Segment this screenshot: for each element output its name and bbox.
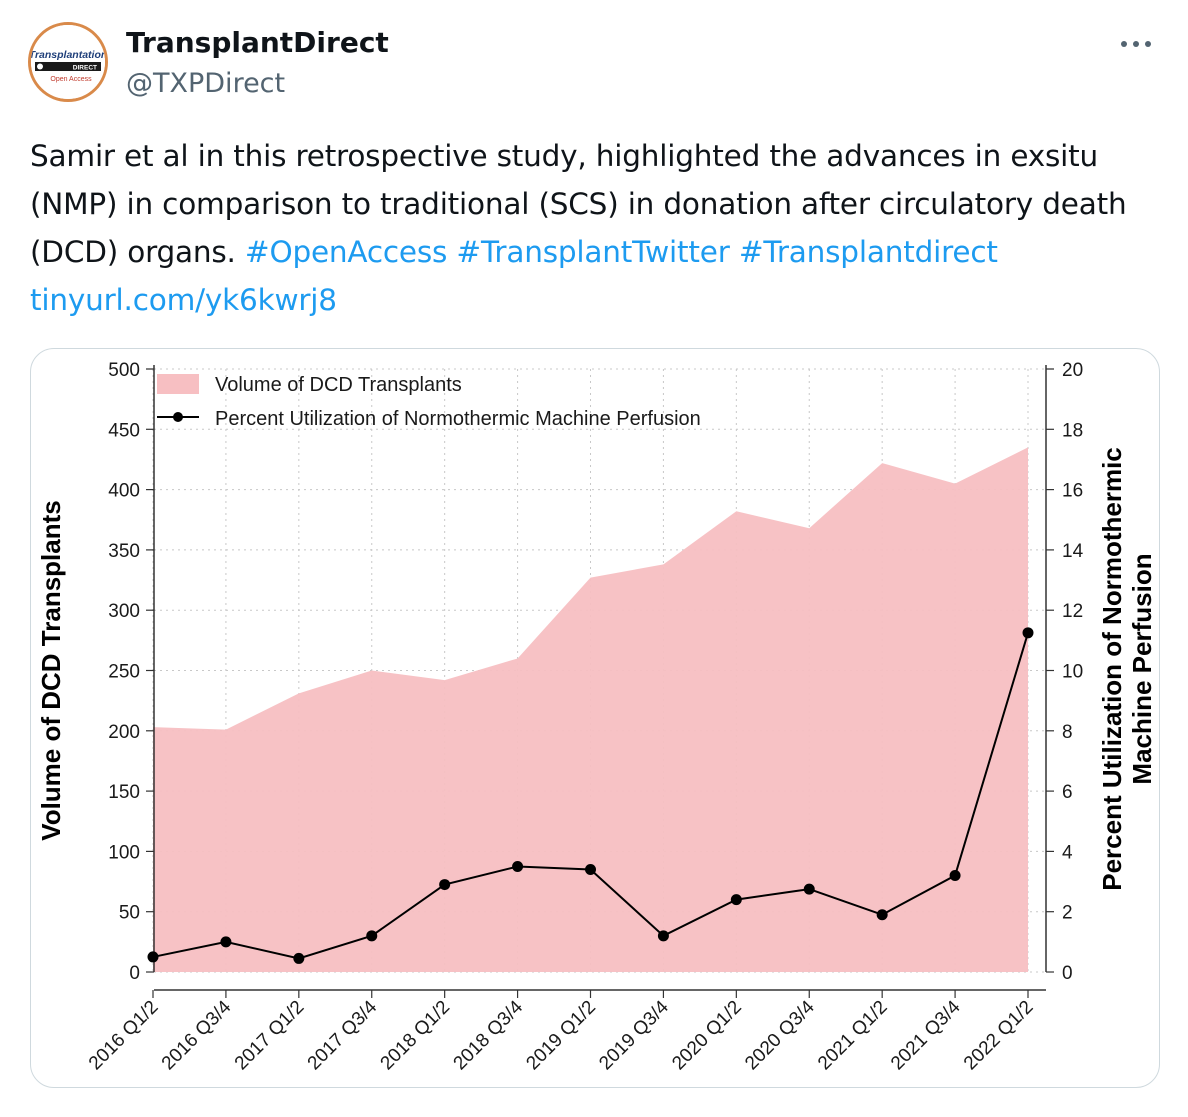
- y2-axis-title-line1: Percent Utilization of Normothermic: [1097, 447, 1127, 891]
- line-point: [876, 909, 888, 921]
- y2-axis-title-line2: Machine Perfusion: [1127, 553, 1157, 784]
- right-tick-label: 6: [1062, 782, 1073, 803]
- line-point: [147, 951, 159, 963]
- more-horizontal-icon: [1121, 41, 1151, 47]
- right-tick-label: 8: [1062, 722, 1073, 743]
- x-tick-label: 2021 Q1/2: [814, 997, 892, 1075]
- dcd-chart: 0 50 100 150 200 250 300 350 400 450 500 0 2 4 6 8 10 12 1…: [36, 360, 1157, 1075]
- tweet-media-chart[interactable]: 0 50 100 150 200 250 300 350 400 450 500 0 2 4 6 8 10 12 1…: [30, 348, 1160, 1088]
- legend-label-area: Volume of DCD Transplants: [215, 374, 462, 396]
- line-point: [439, 879, 451, 891]
- right-tick-label: 16: [1062, 481, 1083, 502]
- x-tick-label: 2017 Q1/2: [231, 997, 309, 1075]
- legend-label-line: Percent Utilization of Normothermic Mach…: [215, 408, 701, 430]
- y-axis-title: Volume of DCD Transplants: [36, 500, 66, 840]
- left-tick-label: 250: [108, 662, 140, 683]
- hashtag-link[interactable]: #OpenAccess: [244, 235, 448, 269]
- hashtag-link[interactable]: #TransplantTwitter: [456, 235, 730, 269]
- url-link[interactable]: tinyurl.com/yk6kwrj8: [30, 283, 337, 317]
- tweet-header: Transplantation DIRECT Open Access Trans…: [28, 22, 1160, 106]
- line-point: [1022, 627, 1034, 639]
- x-tick-label: 2018 Q1/2: [377, 997, 455, 1075]
- handle[interactable]: @TXPDirect: [126, 68, 286, 99]
- x-tick-label: 2016 Q1/2: [85, 997, 163, 1075]
- tweet-text: Samir et al in this retrospective study,…: [30, 132, 1160, 324]
- x-tick-label: 2018 Q3/4: [450, 996, 528, 1074]
- more-button[interactable]: [1116, 24, 1156, 64]
- x-tick-label: 2017 Q3/4: [304, 996, 382, 1074]
- line-point: [366, 930, 378, 942]
- legend-swatch-area: [157, 374, 199, 394]
- left-tick-label: 400: [108, 481, 140, 502]
- left-tick-label: 450: [108, 420, 140, 441]
- right-tick-label: 2: [1062, 903, 1073, 924]
- right-tick-label: 14: [1062, 541, 1084, 562]
- left-tick-label: 500: [108, 360, 140, 381]
- line-point: [657, 930, 669, 942]
- left-tick-label: 300: [108, 601, 140, 622]
- line-point: [730, 894, 742, 906]
- right-tick-label: 0: [1062, 963, 1073, 984]
- left-tick-label: 0: [129, 963, 140, 984]
- x-tick-label: 2020 Q1/2: [668, 997, 746, 1075]
- line-point: [585, 863, 596, 875]
- left-tick-label: 350: [108, 541, 140, 562]
- left-tick-label: 150: [108, 782, 140, 803]
- line-point: [220, 936, 232, 948]
- right-tick-label: 10: [1062, 662, 1083, 683]
- transplantation-direct-logo: Transplantation DIRECT Open Access: [31, 25, 105, 99]
- x-tick-label: 2022 Q1/2: [960, 997, 1038, 1075]
- right-tick-label: 4: [1062, 842, 1073, 863]
- right-tick-label: 12: [1062, 601, 1083, 622]
- x-tick-label: 2020 Q3/4: [741, 996, 819, 1074]
- legend-swatch-marker: [173, 412, 183, 422]
- left-tick-label: 100: [108, 842, 140, 863]
- svg-text:Transplantation: Transplantation: [31, 49, 105, 61]
- svg-text:Open Access: Open Access: [50, 76, 92, 83]
- svg-text:DIRECT: DIRECT: [73, 65, 97, 72]
- x-tick-label: 2019 Q1/2: [522, 997, 600, 1075]
- line-point: [949, 870, 961, 882]
- line-point: [512, 860, 524, 872]
- tweet-text-segment: [730, 235, 739, 269]
- area-series-volume: [153, 447, 1028, 972]
- author-block: TransplantDirect @TXPDirect: [126, 26, 389, 104]
- display-name[interactable]: TransplantDirect: [126, 26, 389, 59]
- tweet-text-segment: Samir et al in this retrospective study,…: [30, 139, 1127, 269]
- hashtag-link[interactable]: #Transplantdirect: [738, 235, 998, 269]
- avatar[interactable]: Transplantation DIRECT Open Access: [28, 22, 108, 102]
- x-tick-label: 2019 Q3/4: [595, 996, 673, 1074]
- x-tick-label: 2016 Q3/4: [158, 996, 236, 1074]
- line-point: [803, 883, 815, 895]
- line-point: [293, 952, 305, 964]
- left-tick-label: 50: [119, 903, 140, 924]
- right-tick-label: 18: [1062, 420, 1083, 441]
- left-tick-label: 200: [108, 722, 140, 743]
- right-tick-label: 20: [1062, 360, 1083, 381]
- x-tick-label: 2021 Q3/4: [887, 996, 965, 1074]
